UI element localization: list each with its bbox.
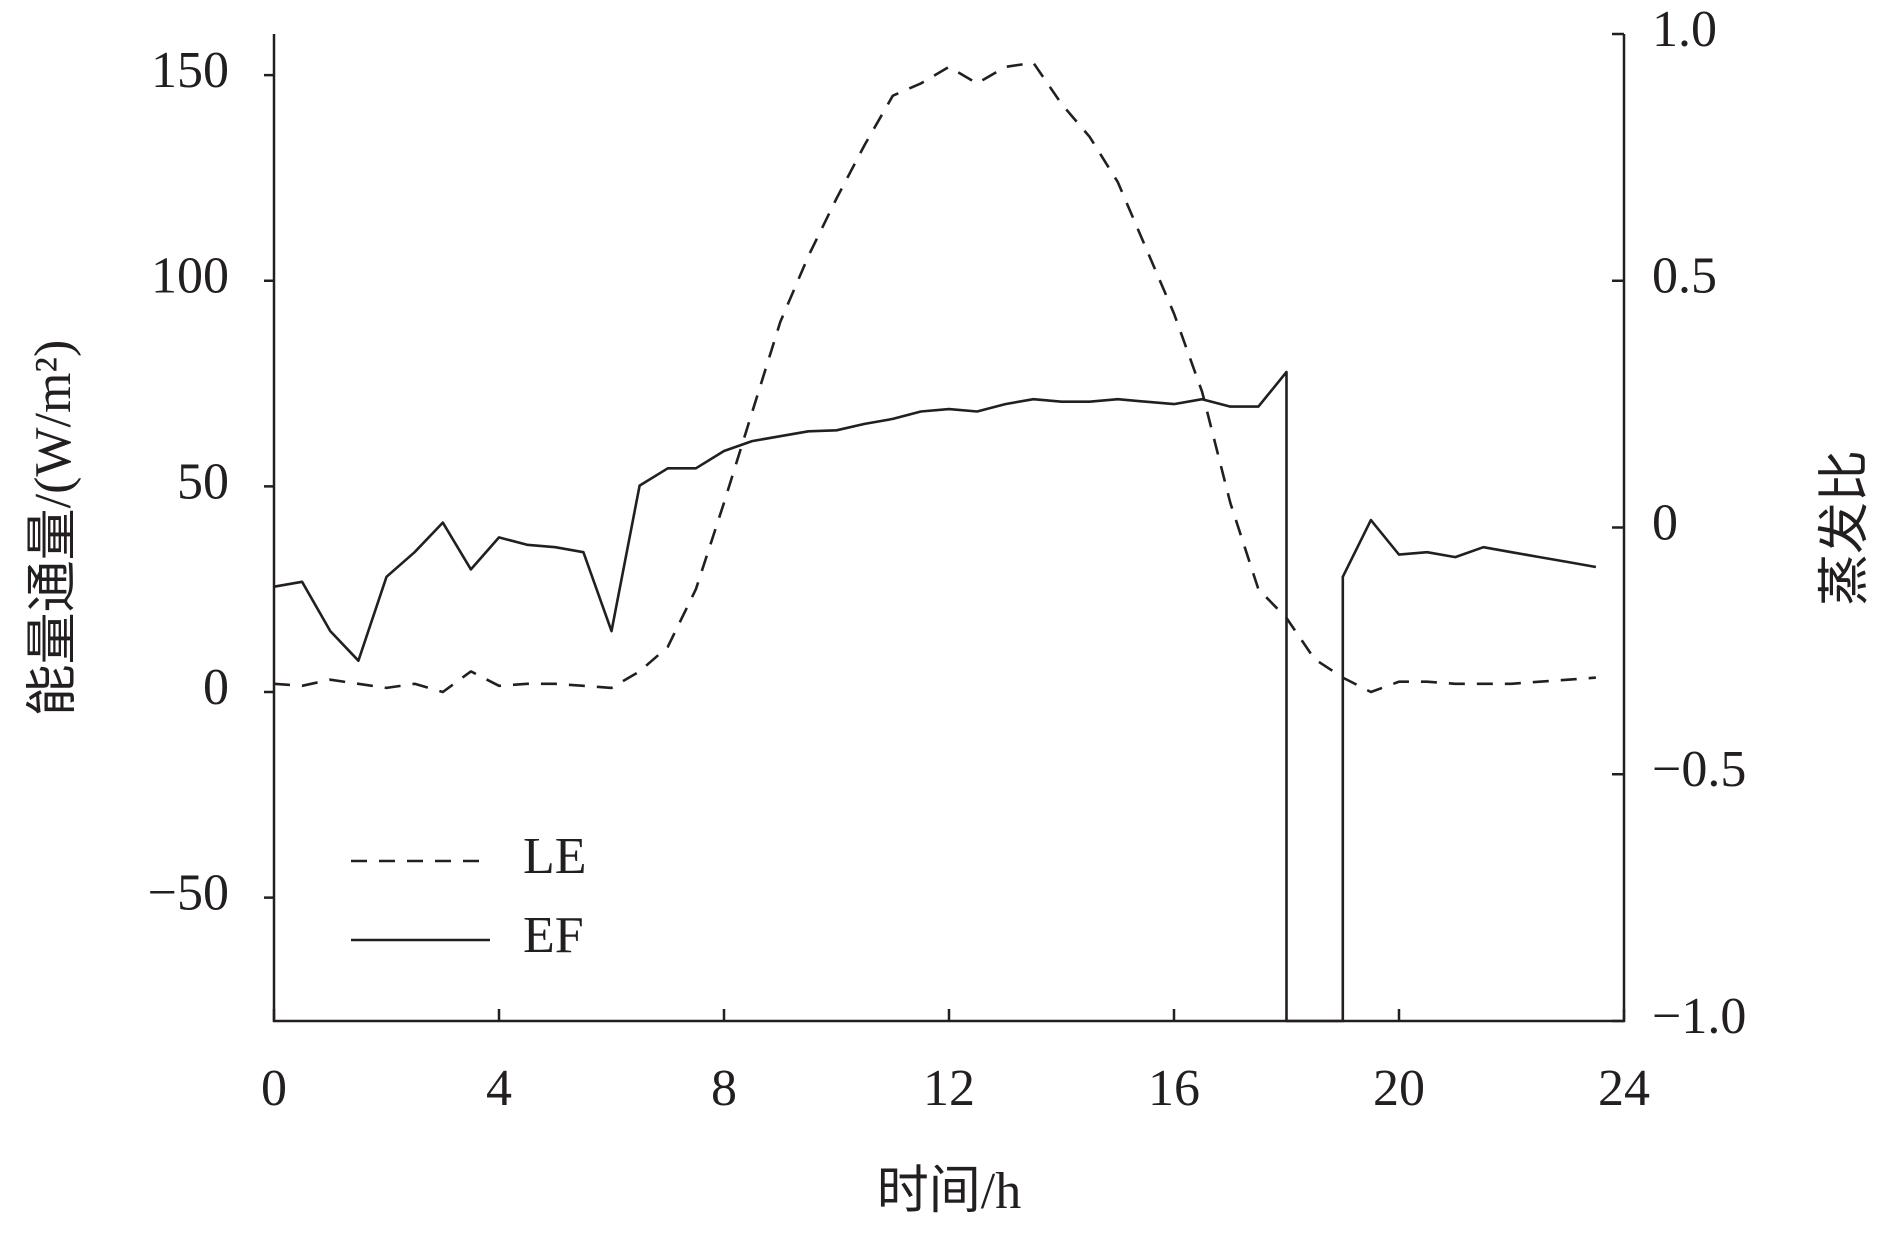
y-tick-label: 150 (151, 42, 229, 99)
y2-tick-label: 0.5 (1652, 248, 1717, 305)
axis-frame (272, 34, 1626, 1023)
y-tick-label: 50 (177, 453, 229, 510)
x-tick-label: 20 (1373, 1060, 1425, 1117)
x-tick-label: 12 (923, 1060, 975, 1117)
y2-tick-label: −1.0 (1652, 988, 1746, 1045)
y-tick-label: 0 (203, 659, 229, 716)
y-axis-title: 能量通量/(W/m²) (25, 340, 82, 717)
x-axis-title: 时间/h (877, 1163, 1021, 1220)
x-tick-label: 8 (711, 1060, 737, 1117)
series-line (273, 61, 1596, 694)
y2-axis-title: 蒸发比 (1817, 450, 1874, 606)
y2-tick-label: 0 (1652, 494, 1678, 551)
legend-label: LE (523, 828, 587, 885)
series-line (273, 370, 1597, 1023)
y-tick-label: −50 (148, 865, 229, 922)
x-tick-label: 0 (261, 1060, 287, 1117)
y2-tick-label: 1.0 (1652, 1, 1717, 58)
y2-tick-label: −0.5 (1652, 741, 1746, 798)
y-tick-label: 100 (151, 248, 229, 305)
x-tick-label: 4 (486, 1060, 512, 1117)
x-tick-label: 16 (1148, 1060, 1200, 1117)
x-tick-label: 24 (1598, 1060, 1650, 1117)
legend-label: EF (523, 907, 584, 964)
